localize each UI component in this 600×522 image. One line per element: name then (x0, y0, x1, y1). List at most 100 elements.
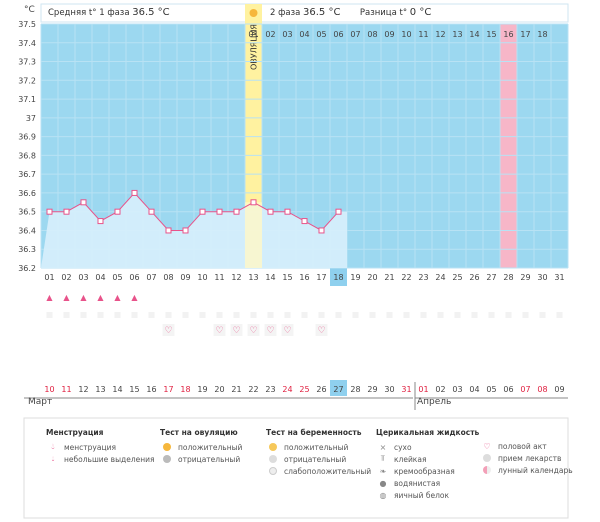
date-label: 12 (78, 385, 88, 394)
y-tick-label: 36.5 (18, 208, 36, 217)
y-tick-label: 37 (26, 114, 36, 123)
cycle-day-label: 12 (231, 273, 241, 282)
date-label: 15 (129, 385, 139, 394)
phase1-header: Средняя t° 1 фаза 36.5 °C (48, 7, 170, 18)
date-label: 30 (384, 385, 394, 394)
marker-cell (250, 312, 257, 318)
date-label: 29 (367, 385, 377, 394)
cycle-day-label: 28 (503, 273, 513, 282)
month-second: Апрель (417, 397, 452, 407)
marker-cell (352, 312, 359, 318)
drop-icon: ▲ (46, 293, 53, 302)
y-tick-label: 36.2 (18, 264, 36, 273)
diff-value: 0 °C (409, 7, 432, 18)
marker-cell (505, 312, 512, 318)
marker-cell (318, 312, 325, 318)
top-day-label: 06 (333, 30, 343, 39)
marker-cell (284, 312, 291, 318)
date-label: 19 (197, 385, 207, 394)
top-day-label: 13 (452, 30, 462, 39)
marker-cell (46, 312, 53, 318)
marker-cell (437, 312, 444, 318)
legend-cervical-title: Церикальная жидкость (376, 428, 480, 437)
top-day-label: 01 (248, 30, 258, 39)
date-label: 21 (231, 385, 241, 394)
heart-cell (315, 324, 328, 336)
top-day-label: 12 (435, 30, 445, 39)
sticky-icon: ⫪ (380, 454, 386, 463)
date-label: 23 (265, 385, 275, 394)
creamy-icon: ❧ (379, 466, 387, 476)
legend-item: водянистая (394, 478, 441, 488)
cycle-day-label: 08 (163, 273, 173, 282)
date-label: 18 (180, 385, 190, 394)
legend-item: небольшие выделения (64, 454, 155, 464)
date-label: 04 (469, 385, 479, 394)
marker-cell (488, 312, 495, 318)
cycle-day-label: 06 (129, 273, 139, 282)
date-label: 31 (401, 385, 411, 394)
cycle-day-label: 10 (197, 273, 207, 282)
y-tick-label: 36.6 (18, 189, 36, 198)
date-label: 26 (316, 385, 326, 394)
legend-item: положительный (284, 442, 349, 452)
marker-cell (454, 312, 461, 318)
drop-icon: ▲ (114, 293, 121, 302)
top-day-label: 09 (384, 30, 394, 39)
temperature-point (46, 208, 53, 215)
legend-item: положительный (178, 442, 243, 452)
heart-cell (213, 324, 226, 336)
phase2-header: 2 фаза 36.5 °C Разница t° 0 °C (270, 7, 431, 18)
marker-cell (369, 312, 376, 318)
cycle-day-label: 02 (61, 273, 71, 282)
heart-cell (230, 324, 243, 336)
legend-item: отрицательный (284, 454, 347, 464)
temperature-point (165, 227, 172, 234)
cycle-day-label: 04 (95, 273, 105, 282)
top-day-label: 05 (316, 30, 326, 39)
date-label: 09 (554, 385, 564, 394)
temperature-point (284, 208, 291, 215)
marker-cell (301, 312, 308, 318)
marker-cell (182, 312, 189, 318)
date-label: 27 (333, 385, 343, 394)
y-axis-label: °C (24, 5, 35, 15)
cycle-day-label: 23 (418, 273, 428, 282)
drop-icon: ▲ (131, 293, 138, 302)
marker-cell (80, 312, 87, 318)
legend-item: сухо (394, 442, 412, 452)
heart-icon: ♡ (249, 326, 257, 336)
date-label: 24 (282, 385, 292, 394)
cycle-day-label: 19 (350, 273, 360, 282)
top-day-label: 15 (486, 30, 496, 39)
drop-icon: ▲ (63, 293, 70, 302)
date-label: 16 (146, 385, 156, 394)
heart-cell (281, 324, 294, 336)
heart-cell (264, 324, 277, 336)
ovulation-fill (245, 202, 262, 268)
legend-menstruation: Менструация 💧︎ менструация 💧︎ небольшие вы… (46, 428, 155, 465)
legend-menstruation-title: Менструация (46, 428, 104, 437)
cycle-day-label: 17 (316, 273, 326, 282)
legend-ovulation-test: Тест на овуляцию положительный отрицател… (160, 428, 242, 465)
date-label: 10 (44, 385, 54, 394)
top-day-label: 14 (469, 30, 479, 39)
marker-cell (386, 312, 393, 318)
cycle-day-label: 13 (248, 273, 258, 282)
temperature-point (216, 208, 223, 215)
y-tick-label: 37.2 (18, 76, 36, 85)
pink-column (500, 24, 517, 268)
date-label: 05 (486, 385, 496, 394)
top-day-label: 10 (401, 30, 411, 39)
marker-cell (216, 312, 223, 318)
top-day-label: 02 (265, 30, 275, 39)
heart-icon: ♡ (164, 326, 172, 336)
date-label: 01 (418, 385, 428, 394)
heart-icon: ♡ (317, 326, 325, 336)
temperature-point (97, 218, 104, 225)
top-day-label: 03 (282, 30, 292, 39)
heart-icon: ♡ (483, 441, 491, 451)
date-label: 11 (61, 385, 71, 394)
date-label: 20 (214, 385, 224, 394)
cycle-day-label: 16 (299, 273, 309, 282)
